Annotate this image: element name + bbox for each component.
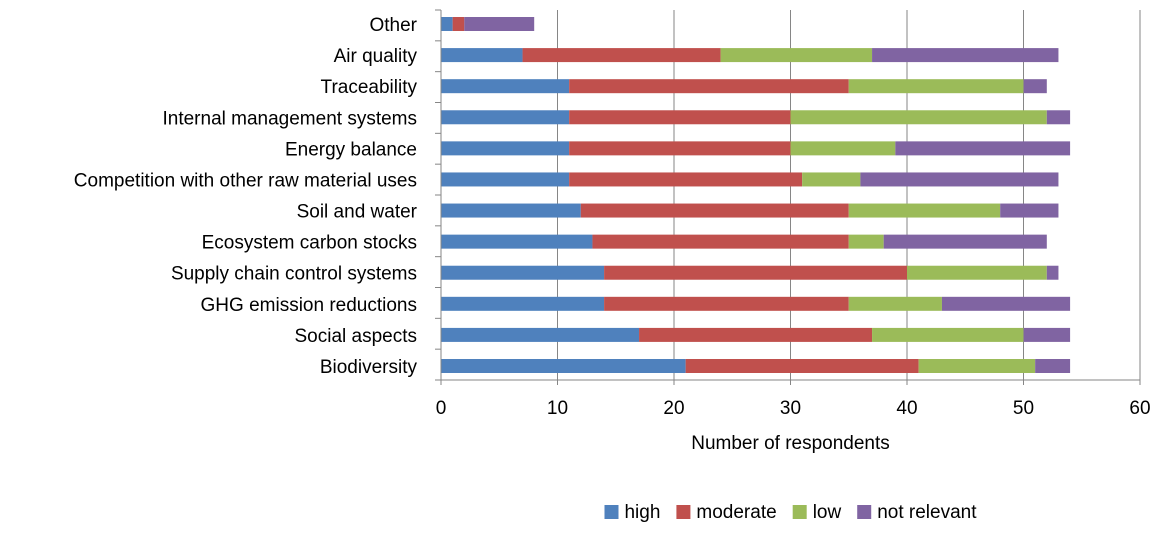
- bar-biodiversity-not-relevant: [1035, 359, 1071, 373]
- bar-ghg-emission-reductions-high: [441, 296, 605, 311]
- bar-social-aspects-high: [441, 327, 640, 342]
- bar-air-quality-moderate: [522, 48, 721, 63]
- bar-internal-management-systems-low: [790, 110, 1047, 125]
- legend-swatch-not-relevant: [857, 505, 872, 519]
- bar-social-aspects-moderate: [639, 327, 873, 342]
- x-tick-label: 0: [436, 398, 447, 419]
- category-label-energy-balance: Energy balance: [285, 139, 417, 160]
- legend-label-low: low: [813, 502, 842, 523]
- x-tick-label: 40: [896, 398, 917, 419]
- bar-supply-chain-control-systems-not-relevant: [1046, 265, 1059, 280]
- category-label-supply-chain-control-systems: Supply chain control systems: [171, 264, 417, 285]
- legend-label-moderate: moderate: [696, 502, 776, 523]
- bar-biodiversity-low: [918, 359, 1036, 373]
- bar-traceability-moderate: [569, 79, 849, 94]
- gridlines: [557, 10, 1141, 380]
- bar-energy-balance-moderate: [569, 141, 791, 156]
- bar-ecosystem-carbon-stocks-low: [848, 234, 884, 249]
- bar-other-high: [441, 17, 453, 31]
- legend-swatch-high: [604, 505, 619, 519]
- bar-ecosystem-carbon-stocks-high: [441, 234, 593, 249]
- x-tick-label: 50: [1013, 398, 1034, 419]
- bar-other-moderate: [452, 17, 465, 31]
- bar-competition-with-other-raw-material-uses-not-relevant: [860, 172, 1059, 187]
- legend: high moderate low not relevant: [604, 502, 977, 523]
- bar-supply-chain-control-systems-low: [907, 265, 1047, 280]
- legend-swatch-low: [792, 505, 807, 519]
- bar-other-not-relevant: [464, 17, 535, 31]
- legend-label-high: high: [624, 502, 660, 523]
- bar-traceability-not-relevant: [1023, 79, 1047, 94]
- bar-ecosystem-carbon-stocks-not-relevant: [883, 234, 1047, 249]
- bars: [441, 17, 1071, 373]
- bar-ghg-emission-reductions-moderate: [604, 296, 849, 311]
- bar-supply-chain-control-systems-high: [441, 265, 605, 280]
- bar-air-quality-low: [720, 48, 873, 63]
- bar-competition-with-other-raw-material-uses-high: [441, 172, 570, 187]
- bar-ecosystem-carbon-stocks-moderate: [592, 234, 849, 249]
- bar-supply-chain-control-systems-moderate: [604, 265, 907, 280]
- x-tick-label: 30: [780, 398, 801, 419]
- bar-biodiversity-moderate: [685, 359, 919, 373]
- bar-competition-with-other-raw-material-uses-moderate: [569, 172, 803, 187]
- category-label-air-quality: Air quality: [334, 46, 418, 67]
- bar-energy-balance-low: [790, 141, 896, 156]
- legend-label-not-relevant: not relevant: [877, 502, 977, 523]
- x-axis-title: Number of respondents: [691, 433, 890, 454]
- bar-air-quality-high: [441, 48, 523, 63]
- category-label-ghg-emission-reductions: GHG emission reductions: [201, 295, 417, 316]
- bar-competition-with-other-raw-material-uses-low: [802, 172, 861, 187]
- bar-soil-and-water-moderate: [580, 203, 849, 218]
- legend-swatch-moderate: [676, 505, 691, 519]
- category-label-internal-management-systems: Internal management systems: [162, 108, 417, 129]
- bar-traceability-low: [848, 79, 1024, 94]
- bar-soil-and-water-not-relevant: [1000, 203, 1059, 218]
- bar-soil-and-water-low: [848, 203, 1001, 218]
- bar-ghg-emission-reductions-low: [848, 296, 942, 311]
- bar-traceability-high: [441, 79, 570, 94]
- x-tick-label: 10: [547, 398, 568, 419]
- bar-internal-management-systems-high: [441, 110, 570, 125]
- category-label-ecosystem-carbon-stocks: Ecosystem carbon stocks: [202, 233, 417, 254]
- bar-soil-and-water-high: [441, 203, 581, 218]
- bar-air-quality-not-relevant: [872, 48, 1059, 63]
- bar-social-aspects-low: [872, 327, 1024, 342]
- bar-internal-management-systems-moderate: [569, 110, 791, 125]
- category-label-other: Other: [369, 15, 417, 36]
- bar-ghg-emission-reductions-not-relevant: [941, 296, 1071, 311]
- category-label-soil-and-water: Soil and water: [297, 202, 418, 223]
- category-label-competition-with-other-raw-material-uses: Competition with other raw material uses: [74, 170, 417, 191]
- x-tick-label: 20: [663, 398, 684, 419]
- bar-energy-balance-high: [441, 141, 570, 156]
- bar-social-aspects-not-relevant: [1023, 327, 1071, 342]
- category-label-social-aspects: Social aspects: [294, 326, 417, 347]
- bar-internal-management-systems-not-relevant: [1046, 110, 1071, 125]
- category-label-biodiversity: Biodiversity: [320, 357, 418, 378]
- x-tick-label: 60: [1129, 398, 1150, 419]
- bar-biodiversity-high: [441, 359, 686, 373]
- category-label-traceability: Traceability: [321, 77, 418, 98]
- axes: 0 10 20 30 40 50 60 Other Air quality Traceabilit…: [74, 9, 1151, 419]
- bar-energy-balance-not-relevant: [895, 141, 1071, 156]
